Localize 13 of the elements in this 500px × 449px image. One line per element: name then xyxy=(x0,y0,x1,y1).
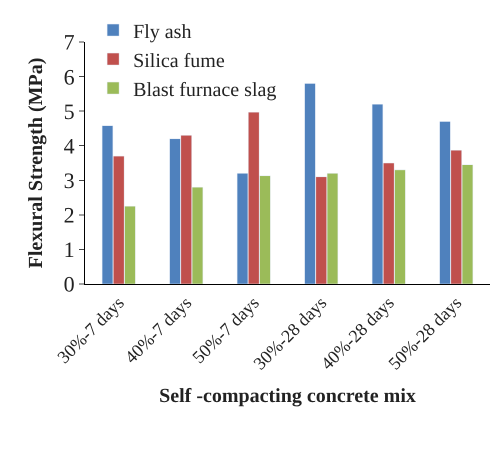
y-tick-label: 3 xyxy=(64,168,75,193)
y-tick-label: 4 xyxy=(64,133,75,158)
legend-label: Silica fume xyxy=(133,50,225,72)
x-axis-title: Self -compacting concrete mix xyxy=(159,385,416,408)
legend-label: Fly ash xyxy=(133,20,192,43)
y-axis-title: Flexural Strength (MPa) xyxy=(25,58,48,268)
legend-label: Blast furnace slag xyxy=(133,78,276,101)
y-tick-label: 6 xyxy=(64,64,75,90)
y-tick-label: 5 xyxy=(64,98,75,124)
y-tick-label: 2 xyxy=(64,202,75,228)
y-tick-label: 0 xyxy=(64,272,75,297)
y-tick-label: 1 xyxy=(64,237,75,262)
y-tick-label: 7 xyxy=(64,30,75,55)
